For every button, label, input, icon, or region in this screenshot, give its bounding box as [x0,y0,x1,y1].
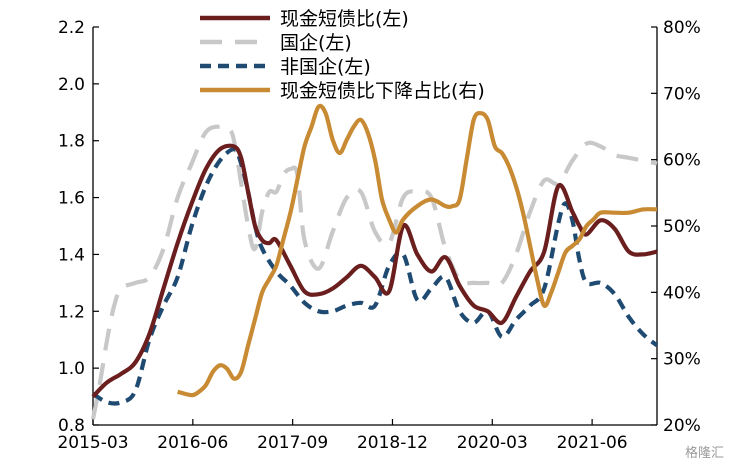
left-tick-label: 2.2 [58,18,85,38]
left-tick-label: 1.2 [58,302,85,322]
right-tick-label: 40% [663,283,701,303]
left-tick-label: 0.8 [58,416,85,436]
watermark: 格隆汇 [684,446,724,461]
x-tick-label: 2017-09 [257,433,328,453]
left-tick-label: 1.8 [58,132,85,152]
right-tick-label: 80% [663,18,701,38]
legend: 现金短债比(左)国企(左)非国企(左)现金短债比下降占比(右) [200,8,485,102]
left-tick-label: 1.4 [58,245,85,265]
right-tick-label: 70% [663,84,701,104]
series-line-3 [177,103,658,398]
x-tick-label: 2020-03 [457,433,528,453]
legend-label: 非国企(左) [280,56,371,78]
right-tick-label: 60% [663,151,701,171]
x-tick-label: 2016-06 [157,433,228,453]
series-line-1 [90,124,658,420]
legend-label: 现金短债比下降占比(右) [280,80,485,102]
series-line-2 [91,147,659,406]
left-tick-label: 2.0 [58,75,85,95]
right-tick-label: 30% [663,350,701,370]
right-tick-label: 50% [663,217,701,237]
x-tick-label: 2021-06 [557,433,628,453]
legend-label: 现金短债比(左) [280,8,409,30]
left-tick-label: 1.0 [58,359,85,379]
axes: 0.8 1.0 1.2 1.4 1.6 1.8 2.0 2.2 20% 30% 40% 50% 60% 7… [57,18,700,453]
series-layer [90,103,659,420]
x-tick-label: 2018-12 [357,433,428,453]
left-tick-label: 1.6 [58,189,85,209]
right-tick-label: 20% [663,416,701,436]
series-line-0 [91,143,658,399]
x-tick-label: 2015-03 [57,433,128,453]
legend-label: 国企(左) [280,32,352,54]
